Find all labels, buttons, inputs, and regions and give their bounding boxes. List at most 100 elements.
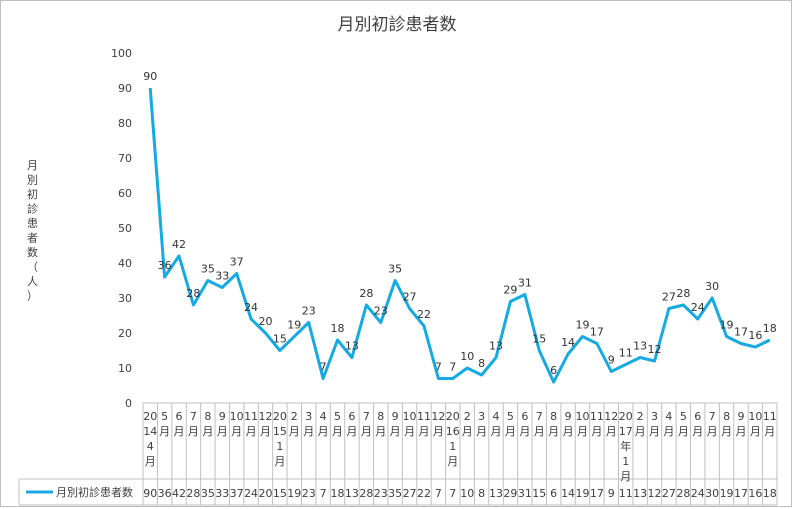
table-value: 31 [518, 487, 532, 500]
table-value: 19 [575, 487, 589, 500]
data-label: 8 [478, 357, 485, 370]
data-label: 7 [449, 361, 456, 374]
data-label: 28 [359, 287, 373, 300]
table-value: 17 [734, 487, 748, 500]
data-table: 90 36 42 28 35 33 37 24 20 15 19 23 7 18 13 28 23 35 27 22 7… [18, 402, 778, 506]
data-label: 24 [691, 301, 705, 314]
category-label: 10 月 [748, 410, 762, 438]
category-label: 12 月 [431, 410, 445, 438]
table-value: 28 [676, 487, 690, 500]
data-label: 30 [705, 280, 719, 293]
category-label: 11 月 [244, 410, 258, 438]
y-tick-label: 0 [125, 397, 132, 410]
data-label: 35 [388, 263, 402, 276]
table-value: 42 [172, 487, 186, 500]
table-value: 12 [648, 487, 662, 500]
data-label: 17 [590, 326, 604, 339]
data-label: 18 [331, 322, 345, 335]
table-value: 18 [763, 487, 777, 500]
data-label: 42 [172, 238, 186, 251]
data-label: 29 [503, 284, 517, 297]
table-value: 24 [244, 487, 258, 500]
category-label: 20 16 1 月 [446, 410, 460, 468]
category-label: 11 月 [763, 410, 777, 438]
data-label: 19 [575, 319, 589, 332]
table-value: 6 [550, 487, 557, 500]
series-line [148, 87, 771, 384]
y-axis: 0 10 20 30 40 50 60 70 80 90 100 [111, 47, 132, 410]
category-label: 12 月 [258, 410, 272, 438]
y-tick-label: 90 [118, 82, 132, 95]
data-label: 33 [215, 270, 229, 283]
data-label: 35 [201, 263, 215, 276]
table-value: 22 [417, 487, 431, 500]
y-tick-label: 50 [118, 222, 132, 235]
data-label: 15 [273, 333, 287, 346]
data-label: 13 [345, 340, 359, 353]
table-value: 33 [215, 487, 229, 500]
table-value: 17 [590, 487, 604, 500]
table-value: 30 [705, 487, 719, 500]
data-label: 31 [518, 277, 532, 290]
table-value: 16 [748, 487, 762, 500]
data-label: 27 [403, 291, 417, 304]
table-value: 13 [489, 487, 503, 500]
table-value: 19 [720, 487, 734, 500]
data-label: 16 [748, 329, 762, 342]
data-label: 23 [374, 305, 388, 318]
table-value: 9 [608, 487, 615, 500]
y-tick-label: 100 [111, 47, 132, 60]
table-value: 15 [273, 487, 287, 500]
data-label: 37 [230, 256, 244, 269]
y-tick-label: 20 [118, 327, 132, 340]
category-label: 20 17 年 1 月 [619, 410, 633, 483]
legend-label: 月別初診患者数 [56, 485, 133, 499]
data-labels: 9036422835333724201519237181328233527227… [143, 70, 777, 377]
table-value: 37 [230, 487, 244, 500]
table-value: 7 [435, 487, 442, 500]
table-value: 8 [478, 487, 485, 500]
data-label: 36 [158, 259, 172, 272]
table-value: 14 [561, 487, 575, 500]
table-value: 27 [403, 487, 417, 500]
table-value: 15 [532, 487, 546, 500]
table-value: 28 [186, 487, 200, 500]
category-label: 10 月 [575, 410, 589, 438]
table-value: 28 [359, 487, 373, 500]
table-value: 23 [302, 487, 316, 500]
table-value: 24 [691, 487, 705, 500]
data-label: 12 [648, 343, 662, 356]
category-label: 11 月 [590, 410, 604, 438]
table-value: 18 [331, 487, 345, 500]
data-label: 13 [489, 340, 503, 353]
category-label: 11 月 [417, 410, 431, 438]
y-tick-label: 70 [118, 152, 132, 165]
y-tick-label: 40 [118, 257, 132, 270]
category-label: 10 月 [230, 410, 244, 438]
data-label: 19 [287, 319, 301, 332]
table-value: 90 [143, 487, 157, 500]
data-label: 20 [258, 315, 272, 328]
data-label: 9 [608, 354, 615, 367]
table-value: 36 [158, 487, 172, 500]
category-label: 20 14 4 月 [143, 410, 157, 468]
data-label: 14 [561, 336, 575, 349]
data-label: 7 [435, 361, 442, 374]
data-label: 90 [143, 70, 157, 83]
chart-title: 月別初診患者数 [338, 15, 457, 35]
data-label: 11 [619, 347, 633, 360]
data-label: 7 [320, 361, 327, 374]
